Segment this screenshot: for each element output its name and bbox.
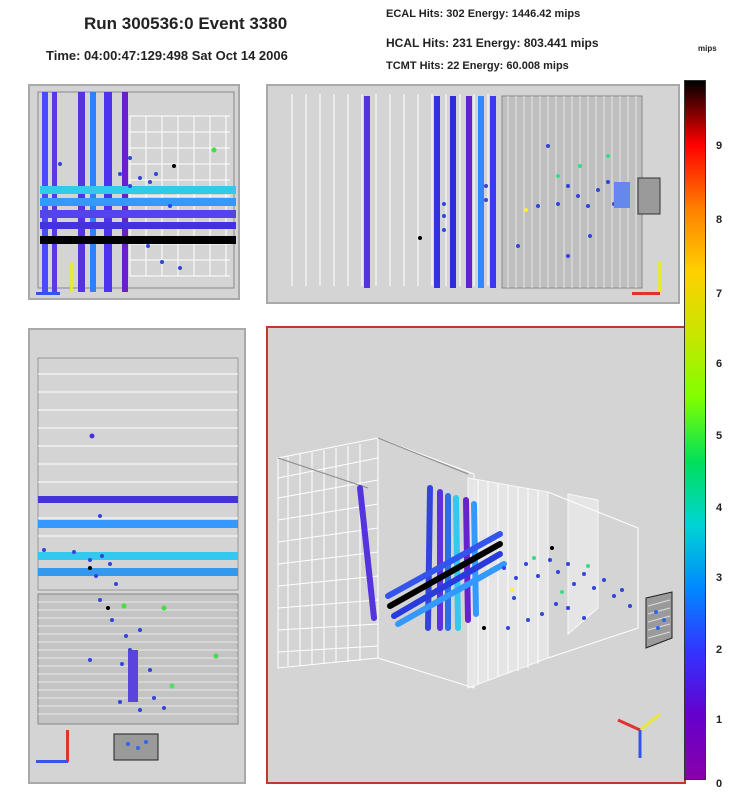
- colorbar-tick-8: 8: [716, 214, 723, 226]
- side-view-panel[interactable]: [266, 84, 680, 304]
- colorbar-tick-3: 3: [716, 572, 723, 584]
- top-view-canvas: [36, 357, 239, 763]
- colorbar-tick-5: 5: [716, 430, 723, 442]
- front-view-canvas: [36, 91, 236, 295]
- front-view-panel[interactable]: [28, 84, 240, 300]
- colorbar-tick-9: 9: [716, 140, 723, 152]
- hcal-hits-label: HCAL Hits: 231 Energy: 803.441 mips: [386, 36, 599, 50]
- colorbar-tick-0: 0: [716, 778, 723, 790]
- colorbar-unit-label: mips: [698, 44, 717, 53]
- event-title: Run 300536:0 Event 3380: [84, 14, 288, 33]
- side-view-canvas: [291, 94, 661, 295]
- perspective-view-canvas: [277, 437, 673, 758]
- colorbar-tick-1: 1: [716, 714, 723, 726]
- energy-colorbar: [684, 80, 706, 780]
- colorbar-tick-4: 4: [716, 502, 723, 514]
- top-view-panel[interactable]: [28, 328, 246, 784]
- colorbar-tick-2: 2: [716, 644, 723, 656]
- ecal-hits-label: ECAL Hits: 302 Energy: 1446.42 mips: [386, 8, 581, 20]
- colorbar-tick-7: 7: [716, 288, 723, 300]
- colorbar-tick-6: 6: [716, 358, 723, 370]
- tcmt-hits-label: TCMT Hits: 22 Energy: 60.008 mips: [386, 60, 569, 72]
- event-time: Time: 04:00:47:129:498 Sat Oct 14 2006: [46, 48, 288, 63]
- perspective-view-panel[interactable]: [266, 326, 686, 784]
